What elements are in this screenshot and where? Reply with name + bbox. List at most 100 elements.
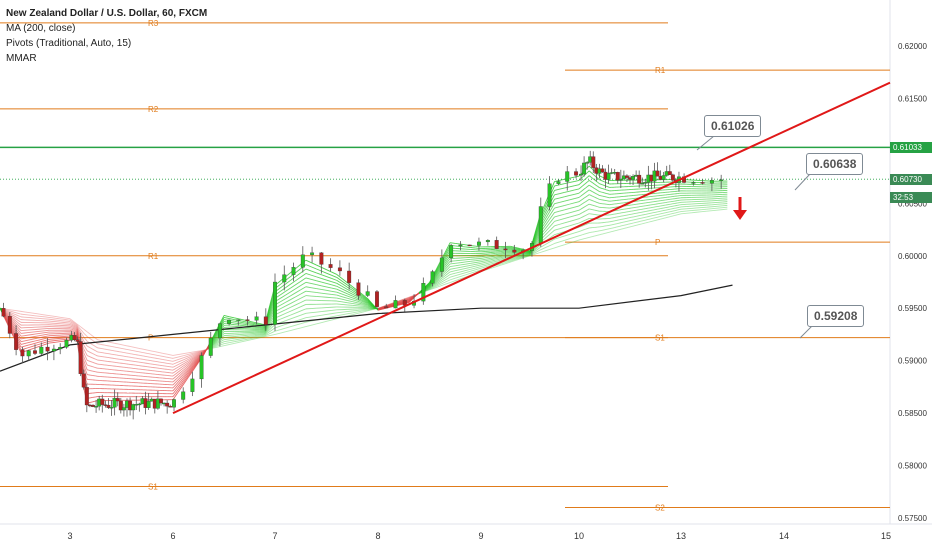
ribbon-line [38, 313, 43, 315]
ribbon-line [76, 324, 79, 328]
ribbon-line [559, 209, 565, 212]
ribbon-line [594, 174, 597, 178]
ribbon-line [24, 347, 29, 350]
ribbon-line [310, 266, 317, 270]
ribbon-line [559, 244, 565, 247]
ribbon-line [244, 334, 250, 337]
candle-body [512, 249, 517, 253]
ribbon-line [188, 357, 194, 362]
ribbon-line [475, 266, 482, 269]
ribbon-line [310, 287, 317, 289]
ribbon-line [439, 283, 446, 287]
candle-body [33, 350, 37, 354]
candle-body [356, 282, 361, 296]
candle-body [254, 316, 259, 321]
ribbon-line [85, 369, 88, 375]
ribbon-line [582, 193, 585, 196]
ribbon-line [583, 228, 586, 231]
ribbon-line [69, 318, 72, 321]
ribbon-line [193, 358, 199, 365]
ribbon-line [480, 266, 487, 269]
ribbon-line [321, 310, 327, 313]
x-tick-label: 10 [574, 531, 584, 541]
ribbon-line [331, 315, 337, 318]
ribbon-line [76, 328, 80, 335]
ribbon-line [24, 339, 29, 342]
ribbon-line [587, 194, 590, 197]
ribbon-line [500, 254, 506, 256]
ribbon-line [198, 350, 204, 353]
candle-body [365, 291, 370, 296]
ribbon-line [510, 257, 516, 260]
ribbon-line [326, 289, 332, 292]
ribbon-line [587, 189, 590, 192]
ribbon-line [321, 289, 327, 291]
ribbon-line [455, 264, 461, 267]
ribbon-line [90, 347, 93, 350]
ribbon-line [305, 268, 312, 272]
ribbon-line [193, 352, 199, 356]
ribbon-line [500, 263, 506, 266]
current-price-tag: 0.60730 [890, 174, 932, 185]
ribbon-line [520, 255, 526, 258]
pivot-label: R3 [148, 19, 159, 28]
ribbon-line [20, 337, 25, 340]
ribbon-line [78, 326, 81, 330]
ribbon-line [177, 365, 184, 370]
ribbon-line [259, 334, 265, 337]
ribbon-line [602, 180, 605, 183]
candle-body [667, 171, 672, 175]
ribbon-line [305, 277, 312, 280]
ribbon-line [544, 241, 550, 246]
ribbon-line [331, 290, 337, 293]
ribbon-line [578, 208, 581, 211]
ribbon-line [341, 278, 348, 283]
ribbon-line [41, 314, 46, 316]
ribbon-line [93, 362, 96, 364]
ribbon-line [362, 296, 368, 301]
ribbon-line [434, 274, 441, 282]
ribbon-line [172, 361, 179, 365]
ribbon-line [295, 280, 301, 286]
candle-body [574, 171, 579, 176]
legend-mmar: MMAR [6, 53, 37, 64]
candle-body [165, 402, 170, 407]
ribbon-line [569, 211, 575, 214]
ribbon-line [316, 268, 322, 272]
ribbon-line [193, 350, 199, 353]
ribbon-line [352, 295, 358, 299]
ribbon-line [172, 391, 179, 400]
ribbon-line [300, 304, 307, 308]
ribbon-line [495, 256, 501, 258]
ribbon-line [544, 207, 550, 218]
ribbon-line [383, 304, 389, 308]
ribbon-line [444, 258, 451, 266]
ribbon-line [554, 210, 560, 213]
ribbon-line [434, 270, 441, 278]
ribbon-line [59, 316, 64, 319]
ribbon-line [559, 192, 565, 195]
ribbon-line [177, 363, 184, 368]
ribbon-line [254, 333, 260, 335]
ribbon-line [580, 198, 583, 201]
ribbon-line [234, 317, 240, 320]
ribbon-line [45, 314, 50, 317]
ribbon-line [73, 322, 76, 325]
ribbon-line [177, 359, 184, 363]
ribbon-line [434, 282, 441, 287]
ribbon-line [13, 313, 18, 316]
ribbon-line [86, 340, 90, 343]
ribbon-line [295, 323, 301, 326]
ribbon-line [554, 197, 560, 200]
ribbon-line [193, 359, 199, 367]
ribbon-line [554, 232, 560, 236]
ribbon-line [295, 289, 301, 294]
ribbon-line [480, 261, 486, 264]
ribbon-line [549, 212, 555, 220]
ribbon-line [490, 252, 496, 255]
ribbon-line [589, 198, 592, 201]
ribbon-line [95, 363, 98, 365]
ribbon-line [465, 266, 471, 269]
ribbon-line [362, 309, 368, 312]
